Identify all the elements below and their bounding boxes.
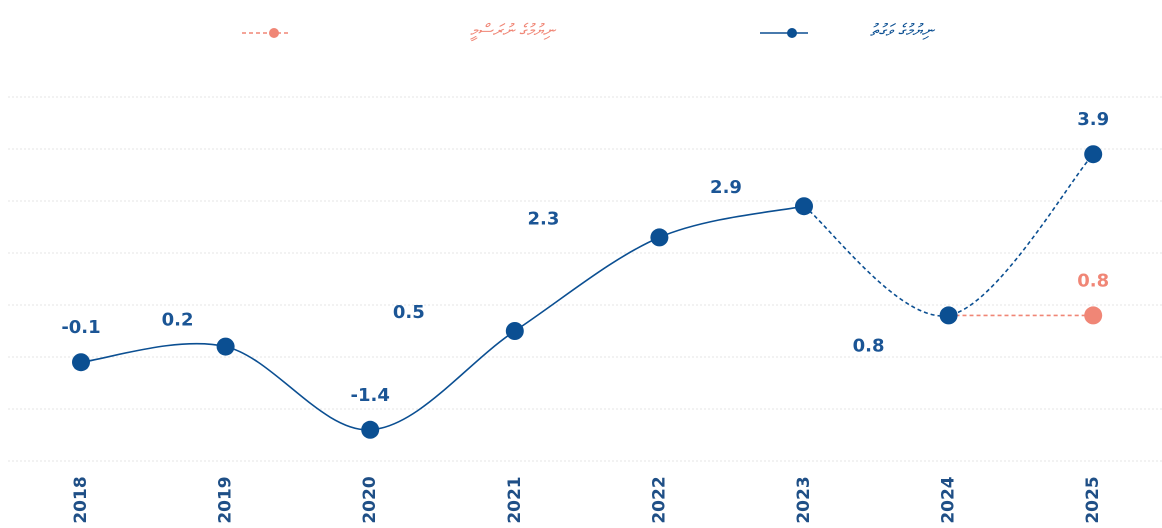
marker — [650, 228, 669, 247]
marker — [939, 306, 958, 325]
marker — [216, 337, 235, 356]
x-tick-label: 2025 — [1083, 476, 1103, 523]
x-tick-label: 2024 — [939, 476, 959, 523]
data-label: -1.4 — [351, 385, 390, 406]
marker — [505, 322, 524, 340]
data-label: 0.2 — [162, 310, 194, 331]
x-tick-label: 2023 — [794, 476, 814, 523]
x-tick-label: 2022 — [649, 476, 669, 523]
marker — [1084, 306, 1103, 325]
line — [80, 205, 805, 431]
line-dashed — [803, 153, 1094, 317]
x-tick-label: 2021 — [505, 476, 525, 523]
marker — [72, 353, 90, 372]
data-label: 2.3 — [527, 208, 559, 229]
x-tick-label: 2019 — [216, 476, 236, 523]
marker — [361, 420, 380, 439]
legend-label: ނިޔުމުގެ ވަގުތު — [870, 21, 936, 41]
data-label: 3.9 — [1077, 109, 1109, 130]
legend-marker — [269, 28, 279, 38]
x-tick-label: 2020 — [360, 476, 380, 523]
data-label: 0.8 — [853, 335, 885, 356]
x-tick-label: 2018 — [71, 476, 91, 523]
marker — [1084, 145, 1103, 164]
data-label: -0.1 — [61, 317, 100, 338]
legend-label: ނިޔުމުގެ ނުރަސްމީ — [470, 21, 557, 42]
data-label: 2.9 — [710, 177, 742, 198]
marker — [795, 197, 813, 216]
data-label: 0.5 — [393, 302, 425, 323]
data-label: 0.8 — [1077, 270, 1109, 291]
legend-marker — [787, 28, 797, 38]
